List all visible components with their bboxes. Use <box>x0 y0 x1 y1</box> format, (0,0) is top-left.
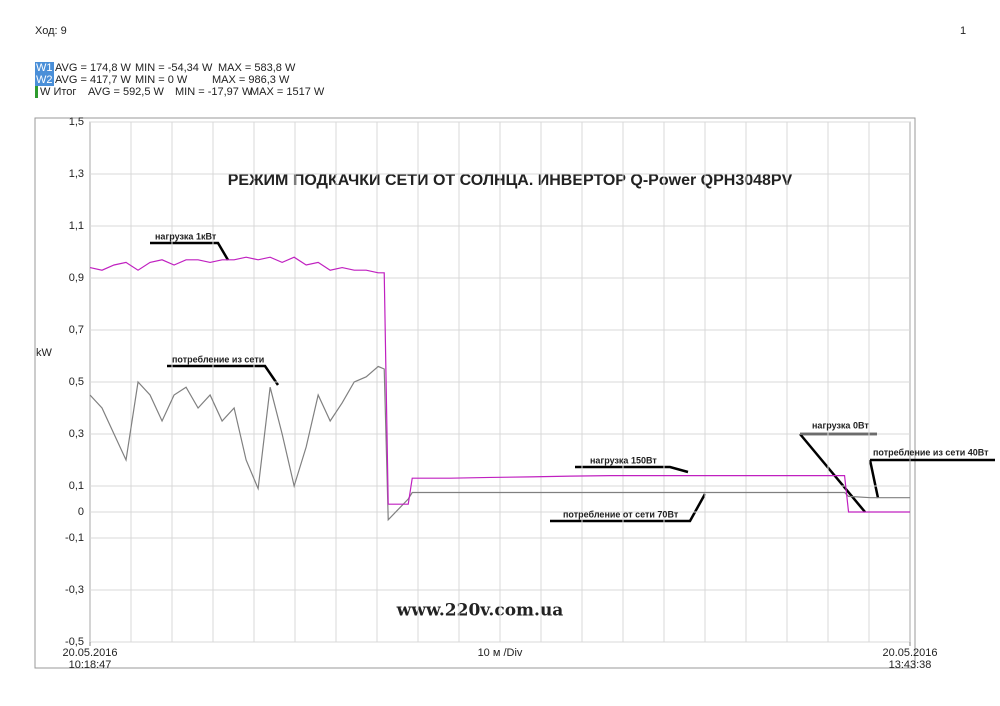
legend-stat: AVG = 174,8 W <box>55 62 132 74</box>
y-tick-label: -0,5 <box>65 636 84 648</box>
y-label: kW <box>36 347 53 359</box>
y-tick-label: 0,7 <box>69 324 84 336</box>
annotation: потребление из сети 40Вт <box>873 447 989 457</box>
legend-stat: AVG = 592,5 W <box>88 86 165 98</box>
annotation: потребление из сети <box>172 354 264 364</box>
legend-name: W Итог <box>40 86 76 98</box>
y-tick-label: 1,5 <box>69 116 84 128</box>
legend-badge <box>35 86 38 98</box>
legend-stat: MAX = 986,3 W <box>212 74 290 86</box>
annotation: нагрузка 150Вт <box>590 455 657 465</box>
legend-stat: AVG = 417,7 W <box>55 74 132 86</box>
legend-stat: MAX = 1517 W <box>250 86 325 98</box>
header-right: 1 <box>960 25 966 37</box>
y-tick-label: 0,3 <box>69 428 84 440</box>
legend-stat: MIN = -54,34 W <box>135 62 213 74</box>
y-tick-label: 0,9 <box>69 272 84 284</box>
y-tick-label: -0,1 <box>65 532 84 544</box>
legend-badge <box>35 74 54 86</box>
legend-stat: MIN = -17,97 W <box>175 86 253 98</box>
legend-name: W2 <box>36 74 53 86</box>
y-tick-label: -0,3 <box>65 584 84 596</box>
watermark: www.220v.com.ua <box>396 601 564 621</box>
series-line <box>89 365 910 522</box>
y-tick-label: 0,5 <box>69 376 84 388</box>
frame <box>34 117 916 669</box>
annotation: потребление от сети 70Вт <box>563 509 679 519</box>
x-tick-label: 20.05.2016 10:18:47 <box>62 647 118 671</box>
series-line <box>89 256 910 513</box>
chart-title: РЕЖИМ ПОДКАЧКИ СЕТИ ОТ СОЛНЦА. ИНВЕРТОР … <box>228 172 793 189</box>
legend-name: W1 <box>36 62 53 74</box>
legend-stat: MAX = 583,8 W <box>218 62 296 74</box>
legend-badge <box>35 62 54 74</box>
annotation: нагрузка 1кВт <box>155 231 217 241</box>
y-tick-label: 0,1 <box>69 480 84 492</box>
x-label: 10 м /Div <box>478 647 523 659</box>
header-left: Ход: 9 <box>35 25 67 37</box>
y-tick-label: 1,1 <box>69 220 84 232</box>
y-tick-label: 1,3 <box>69 168 84 180</box>
y-tick-label: 0 <box>78 506 84 518</box>
x-tick-label: 20.05.2016 13:43:38 <box>882 647 938 671</box>
annotation: нагрузка 0Вт <box>812 420 869 430</box>
legend-stat: MIN = 0 W <box>135 74 188 86</box>
